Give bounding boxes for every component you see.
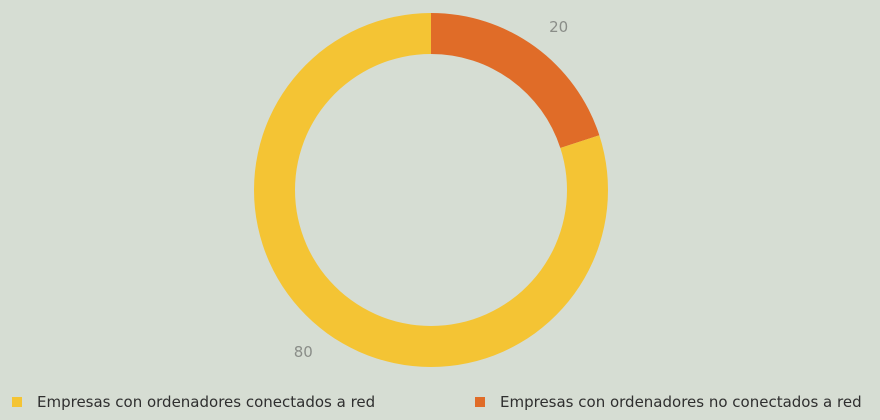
legend-swatch-not-connected: [475, 397, 485, 407]
donut-slices: [253, 12, 608, 367]
legend-swatch-connected: [12, 397, 22, 407]
legend-item-connected: Empresas con ordenadores conectados a re…: [12, 393, 375, 411]
data-label-connected: 80: [294, 343, 313, 361]
legend-label-not-connected: Empresas con ordenadores no conectados a…: [500, 393, 862, 411]
legend-label-connected: Empresas con ordenadores conectados a re…: [37, 393, 376, 411]
legend: Empresas con ordenadores conectados a re…: [0, 393, 880, 417]
legend-item-not-connected: Empresas con ordenadores no conectados a…: [475, 393, 862, 411]
slice-not-connected: [431, 13, 600, 148]
data-label-not-connected: 20: [549, 18, 568, 36]
